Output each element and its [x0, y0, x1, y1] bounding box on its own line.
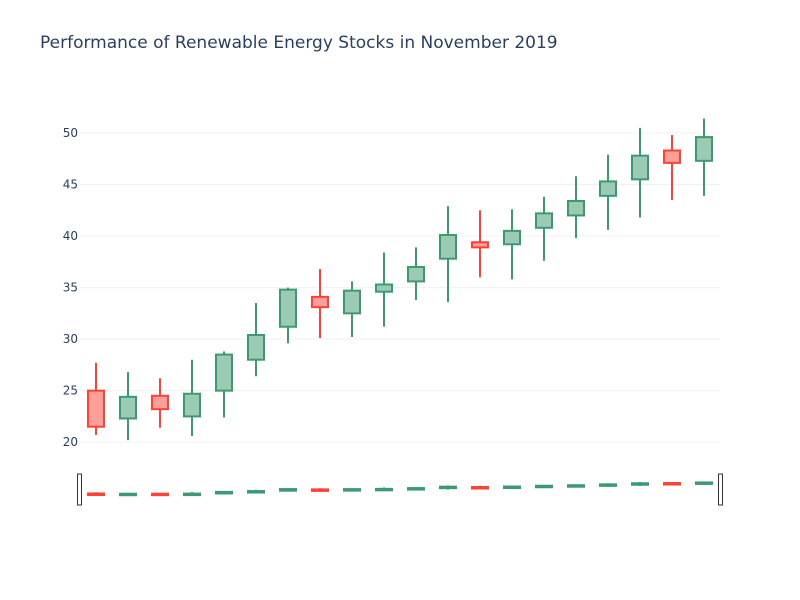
slider-candle[interactable]: [215, 490, 233, 495]
range-slider[interactable]: [77, 473, 723, 506]
candle-body: [87, 389, 105, 428]
slider-candle[interactable]: [183, 492, 201, 497]
candle[interactable]: [599, 154, 617, 230]
slider-candle-body: [631, 482, 649, 486]
slider-candle-body: [695, 481, 713, 485]
slider-candle-body: [87, 492, 105, 497]
y-tick-label: 50: [63, 126, 78, 140]
candle-body: [119, 395, 137, 420]
slider-candle-body: [407, 487, 425, 491]
y-tick-label: 25: [63, 384, 78, 398]
slider-candle[interactable]: [439, 485, 457, 490]
slider-candle[interactable]: [663, 482, 681, 486]
candle-body: [439, 234, 457, 260]
candle-body: [471, 241, 489, 249]
slider-candle[interactable]: [407, 487, 425, 491]
slider-candle-body: [119, 492, 137, 497]
candle-body: [183, 392, 201, 418]
slider-candle-body: [663, 482, 681, 486]
candle-body: [535, 212, 553, 229]
slider-candle[interactable]: [567, 484, 585, 488]
slider-candle-body: [599, 483, 617, 487]
candlestick-series: [87, 118, 713, 441]
candle-body: [631, 154, 649, 181]
slider-candle[interactable]: [695, 481, 713, 485]
candle[interactable]: [535, 196, 553, 261]
slider-candle[interactable]: [119, 492, 137, 497]
slider-candle-body: [567, 484, 585, 488]
candle[interactable]: [247, 303, 265, 377]
y-tick-label: 30: [63, 332, 78, 346]
candle[interactable]: [311, 269, 329, 339]
candle[interactable]: [87, 362, 105, 435]
y-tick-label: 20: [63, 435, 78, 449]
slider-candle[interactable]: [535, 484, 553, 489]
candle[interactable]: [439, 206, 457, 303]
candle-body: [599, 180, 617, 197]
slider-candle-body: [311, 488, 329, 492]
candle-body: [311, 295, 329, 309]
slider-candle-body: [279, 488, 297, 492]
y-axis-tick-labels: 20 25 30 35 40 45 50: [63, 126, 78, 449]
slider-candle-body: [151, 492, 169, 497]
slider-candle-body: [471, 486, 489, 490]
candle[interactable]: [343, 281, 361, 338]
slider-candle-body: [183, 492, 201, 497]
range-slider-background[interactable]: [80, 474, 720, 505]
slider-candle[interactable]: [599, 483, 617, 487]
candle[interactable]: [567, 176, 585, 239]
slider-candle[interactable]: [247, 489, 265, 494]
chart-title: Performance of Renewable Energy Stocks i…: [40, 33, 558, 53]
slider-candle[interactable]: [631, 482, 649, 486]
slider-candle[interactable]: [375, 487, 393, 492]
candle[interactable]: [119, 372, 137, 441]
candle[interactable]: [471, 210, 489, 278]
candle[interactable]: [695, 118, 713, 196]
slider-candle[interactable]: [151, 492, 169, 497]
slider-candle[interactable]: [279, 488, 297, 492]
candle[interactable]: [279, 287, 297, 344]
candle-body: [503, 229, 521, 246]
candle-body: [343, 289, 361, 315]
slider-candle[interactable]: [503, 485, 521, 490]
y-gridlines: [80, 132, 720, 443]
slider-candle-body: [503, 485, 521, 490]
slider-candle-body: [215, 490, 233, 495]
slider-candle[interactable]: [311, 488, 329, 492]
slider-candle-body: [535, 484, 553, 489]
slider-candle-body: [247, 490, 265, 494]
y-tick-label: 45: [63, 178, 78, 192]
range-slider-candles: [87, 481, 713, 497]
candle[interactable]: [407, 247, 425, 300]
candle[interactable]: [215, 351, 233, 418]
candle-body: [247, 333, 265, 361]
candle[interactable]: [183, 359, 201, 436]
slider-candle-body: [375, 487, 393, 492]
candle-body: [567, 200, 585, 217]
y-tick-label: 35: [63, 281, 78, 295]
y-tick-label: 40: [63, 229, 78, 243]
range-slider-left-handle[interactable]: [77, 473, 82, 506]
candle-body: [279, 288, 297, 328]
slider-candle[interactable]: [471, 485, 489, 490]
candle-body: [215, 353, 233, 392]
candle-body: [375, 283, 393, 293]
candle[interactable]: [375, 252, 393, 327]
candle-body: [151, 394, 169, 411]
slider-candle[interactable]: [87, 492, 105, 497]
slider-candle[interactable]: [343, 488, 361, 492]
candle[interactable]: [151, 378, 169, 428]
candle-body: [695, 136, 713, 162]
range-slider-right-handle[interactable]: [718, 473, 723, 506]
candle-body: [407, 265, 425, 283]
candle[interactable]: [663, 135, 681, 200]
slider-candle-body: [439, 485, 457, 490]
candle[interactable]: [503, 209, 521, 280]
slider-candle-body: [343, 488, 361, 492]
candle-body: [663, 149, 681, 164]
candle[interactable]: [631, 127, 649, 218]
